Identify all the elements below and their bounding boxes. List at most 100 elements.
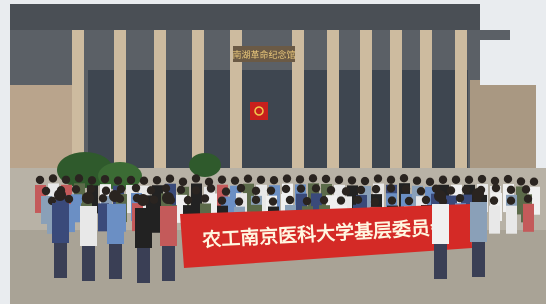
person-head [371,198,379,206]
column [114,30,126,170]
person-head [87,185,95,193]
person-head [162,184,170,192]
person-body [489,206,500,234]
person-head [303,197,311,205]
person-head [252,196,260,204]
person-head [387,184,395,192]
person-head [361,177,369,185]
person-head [127,176,135,184]
column [327,30,339,170]
person-head [472,188,484,200]
person-head [177,186,185,194]
person-head [62,176,70,184]
person-body [523,204,534,232]
person-head [235,197,243,205]
photo: 南湖革命纪念馆 农工南京医科大学基层委员会 [0,0,546,304]
person-head [72,185,80,193]
person-head [374,174,382,182]
person-head [147,186,155,194]
person-head [218,196,226,204]
person-head [387,176,395,184]
person-head [447,186,455,194]
person-head [153,176,161,184]
column [360,30,372,170]
person-head [114,176,122,184]
person-head [267,186,275,194]
person-head [166,175,174,183]
person-head [49,174,57,182]
building-sign: 南湖革命纪念馆 [232,49,295,61]
person-head [244,174,252,182]
person-head [507,186,515,194]
person-head [335,176,343,184]
person-head [462,185,470,193]
person-head [492,184,500,192]
person-head [434,190,446,202]
column [192,30,204,170]
person-head [207,184,215,192]
person-head [372,185,380,193]
person-head [422,196,430,204]
person-body [470,202,487,242]
person-head [517,177,525,185]
person-head [348,176,356,184]
person-head [237,184,245,192]
emblem [250,102,268,120]
wall-right [470,80,536,175]
person-head [426,178,434,186]
person-head [320,196,328,204]
person-legs [109,244,122,279]
person-body [432,204,449,244]
person-head [417,187,425,195]
person-head [192,174,200,182]
person-head [88,176,96,184]
person-head [140,176,148,184]
person-body [107,204,124,244]
column [154,30,166,170]
column [390,30,402,170]
person-head [388,196,396,204]
person-head [327,186,335,194]
person-head [150,196,158,204]
person-head [54,189,66,201]
person-head [490,196,498,204]
person-head [286,196,294,204]
person-legs [434,244,447,279]
person-head [75,174,83,182]
person-head [283,174,291,182]
person-head [405,197,413,205]
person-head [491,177,499,185]
person-head [357,186,365,194]
tree [189,153,221,177]
person-head [400,174,408,182]
person-head [439,176,447,184]
person-head [478,175,486,183]
person-head [402,185,410,193]
person-head [530,178,538,186]
sky-gap [480,40,536,85]
person-head [102,187,110,195]
person-head [42,187,50,195]
person-head [312,184,320,192]
person-head [218,175,226,183]
person-legs [54,243,67,278]
person-legs [82,246,95,281]
person-head [257,176,265,184]
person-head [184,196,192,204]
person-body [135,208,152,248]
person-head [231,176,239,184]
person-head [270,176,278,184]
person-head [99,194,107,202]
person-head [504,175,512,183]
person-head [413,177,421,185]
person-head [222,187,230,195]
roof [10,4,480,34]
person-head [342,187,350,195]
column [420,30,432,170]
person-head [465,176,473,184]
person-head [179,178,187,186]
person-head [201,194,209,202]
person-head [456,194,464,202]
person-head [109,190,121,202]
person-legs [162,246,175,281]
